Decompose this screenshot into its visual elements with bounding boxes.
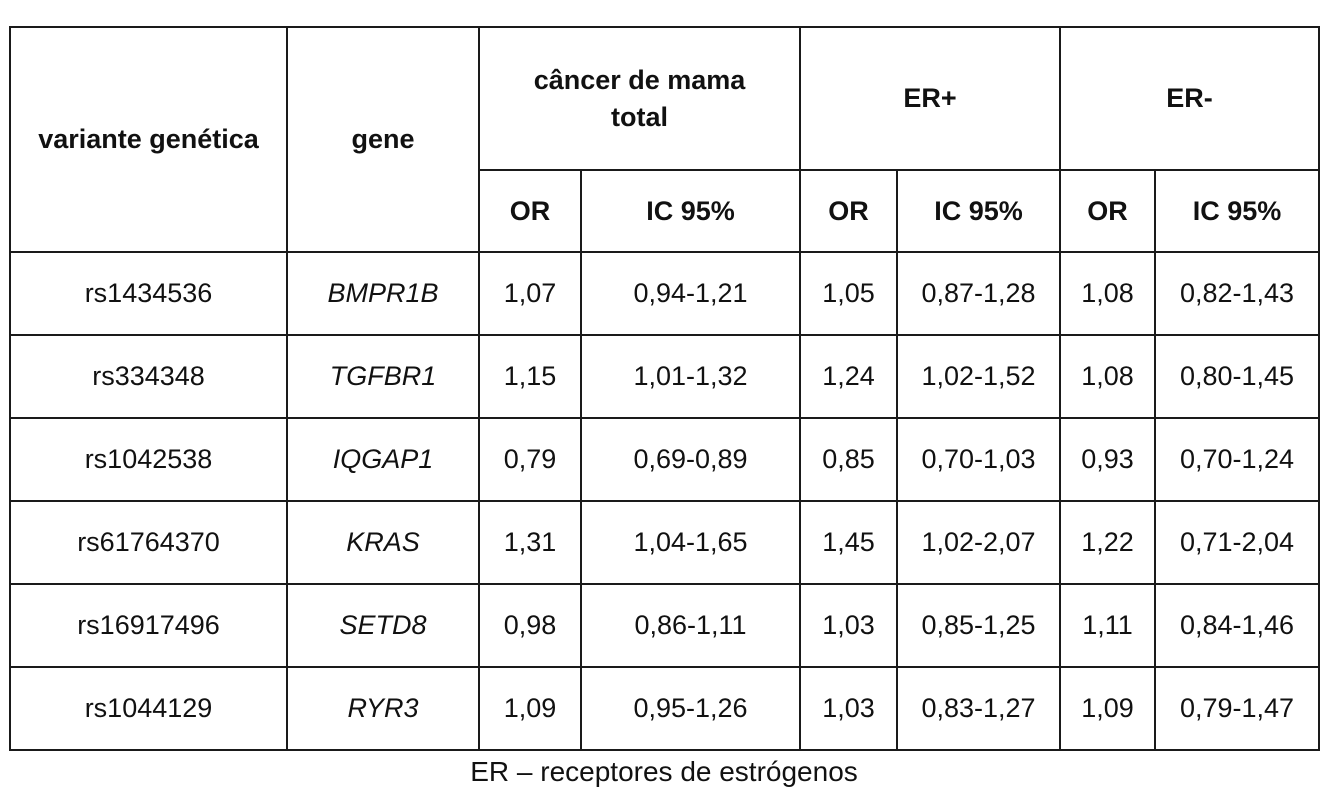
total-or-cell: 1,07 xyxy=(478,251,582,336)
header-sub-ic: IC 95% xyxy=(1154,169,1320,253)
total-ic-cell: 1,04-1,65 xyxy=(580,500,801,585)
er-negative-ic-cell: 0,82-1,43 xyxy=(1154,251,1320,336)
er-positive-or-cell: 1,45 xyxy=(799,500,898,585)
er-negative-or-cell: 1,22 xyxy=(1059,500,1156,585)
variant-cell: rs334348 xyxy=(9,334,288,419)
er-negative-ic-cell: 0,80-1,45 xyxy=(1154,334,1320,419)
gene-cell: RYR3 xyxy=(286,666,480,751)
table-row: rs1044129 RYR3 1,09 0,95-1,26 1,03 0,83-… xyxy=(9,666,1320,751)
header-sub-ic: IC 95% xyxy=(580,169,801,253)
total-ic-cell: 0,95-1,26 xyxy=(580,666,801,751)
er-positive-or-cell: 1,03 xyxy=(799,666,898,751)
er-positive-ic-cell: 1,02-1,52 xyxy=(896,334,1061,419)
er-positive-or-cell: 0,85 xyxy=(799,417,898,502)
results-table-container: variante genética gene câncer de mama to… xyxy=(9,26,1320,751)
variant-cell: rs1044129 xyxy=(9,666,288,751)
total-ic-cell: 0,94-1,21 xyxy=(580,251,801,336)
total-ic-cell: 0,86-1,11 xyxy=(580,583,801,668)
table-row: rs334348 TGFBR1 1,15 1,01-1,32 1,24 1,02… xyxy=(9,334,1320,419)
header-group-er-negative: ER- xyxy=(1059,26,1320,171)
header-group-er-positive: ER+ xyxy=(799,26,1061,171)
total-or-cell: 0,79 xyxy=(478,417,582,502)
header-group-total: câncer de mama total xyxy=(478,26,801,171)
table-footnote: ER – receptores de estrógenos xyxy=(470,756,858,787)
total-or-cell: 0,98 xyxy=(478,583,582,668)
header-sub-ic: IC 95% xyxy=(896,169,1061,253)
gene-cell: KRAS xyxy=(286,500,480,585)
er-negative-or-cell: 1,08 xyxy=(1059,251,1156,336)
variant-cell: rs16917496 xyxy=(9,583,288,668)
header-group-total-label: câncer de mama total xyxy=(533,65,746,132)
gene-cell: IQGAP1 xyxy=(286,417,480,502)
header-row-sub: OR IC 95% OR IC 95% OR IC 95% xyxy=(10,169,1320,253)
header-sub-or: OR xyxy=(799,169,898,253)
table-row: rs1434536 BMPR1B 1,07 0,94-1,21 1,05 0,8… xyxy=(9,251,1320,336)
variant-cell: rs1042538 xyxy=(9,417,288,502)
header-sub-or: OR xyxy=(1059,169,1156,253)
table-row: rs61764370 KRAS 1,31 1,04-1,65 1,45 1,02… xyxy=(9,500,1320,585)
table-row: rs1042538 IQGAP1 0,79 0,69-0,89 0,85 0,7… xyxy=(9,417,1320,502)
er-negative-or-cell: 1,09 xyxy=(1059,666,1156,751)
results-table: variante genética gene câncer de mama to… xyxy=(9,26,1320,751)
total-or-cell: 1,09 xyxy=(478,666,582,751)
header-gene: gene xyxy=(286,26,480,253)
er-positive-or-cell: 1,24 xyxy=(799,334,898,419)
gene-cell: SETD8 xyxy=(286,583,480,668)
er-negative-or-cell: 0,93 xyxy=(1059,417,1156,502)
gene-cell: TGFBR1 xyxy=(286,334,480,419)
header-variant: variante genética xyxy=(9,26,288,253)
er-positive-ic-cell: 0,87-1,28 xyxy=(896,251,1061,336)
gene-cell: BMPR1B xyxy=(286,251,480,336)
total-or-cell: 1,15 xyxy=(478,334,582,419)
total-or-cell: 1,31 xyxy=(478,500,582,585)
er-positive-or-cell: 1,05 xyxy=(799,251,898,336)
er-negative-ic-cell: 0,70-1,24 xyxy=(1154,417,1320,502)
variant-cell: rs61764370 xyxy=(9,500,288,585)
er-negative-ic-cell: 0,84-1,46 xyxy=(1154,583,1320,668)
er-negative-or-cell: 1,11 xyxy=(1059,583,1156,668)
total-ic-cell: 0,69-0,89 xyxy=(580,417,801,502)
table-row: rs16917496 SETD8 0,98 0,86-1,11 1,03 0,8… xyxy=(9,583,1320,668)
header-row-groups: variante genética gene câncer de mama to… xyxy=(9,26,1320,253)
er-positive-ic-cell: 0,70-1,03 xyxy=(896,417,1061,502)
variant-cell: rs1434536 xyxy=(9,251,288,336)
header-sub-or: OR xyxy=(478,169,582,253)
total-ic-cell: 1,01-1,32 xyxy=(580,334,801,419)
er-positive-ic-cell: 0,85-1,25 xyxy=(896,583,1061,668)
er-negative-or-cell: 1,08 xyxy=(1059,334,1156,419)
er-positive-ic-cell: 0,83-1,27 xyxy=(896,666,1061,751)
er-negative-ic-cell: 0,79-1,47 xyxy=(1154,666,1320,751)
er-negative-ic-cell: 0,71-2,04 xyxy=(1154,500,1320,585)
er-positive-or-cell: 1,03 xyxy=(799,583,898,668)
er-positive-ic-cell: 1,02-2,07 xyxy=(896,500,1061,585)
